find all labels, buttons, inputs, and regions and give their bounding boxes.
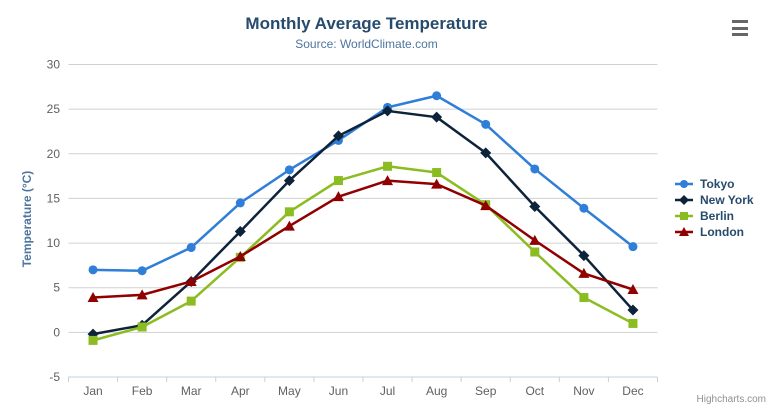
marker-square xyxy=(383,161,393,171)
marker-square xyxy=(432,168,442,178)
marker-square xyxy=(186,296,196,306)
marker-diamond xyxy=(480,147,492,159)
y-axis-label: 0 xyxy=(53,325,60,339)
marker-circle xyxy=(579,203,589,213)
marker-triangle xyxy=(529,234,541,245)
chart-subtitle: Source: WorldClimate.com xyxy=(295,37,438,51)
marker-diamond xyxy=(234,225,246,237)
x-axis-label: May xyxy=(278,384,301,398)
marker-square xyxy=(284,207,294,217)
x-axis-label: Sep xyxy=(475,384,497,398)
legend-label: London xyxy=(700,225,744,239)
marker-diamond xyxy=(529,200,541,212)
marker-circle xyxy=(88,265,98,275)
x-axis-label: Apr xyxy=(231,384,250,398)
marker-triangle xyxy=(234,250,246,261)
x-axis-label: Oct xyxy=(525,384,544,398)
marker-square xyxy=(530,247,540,257)
marker-circle xyxy=(481,119,491,129)
legend-symbol xyxy=(675,195,693,205)
legend-symbol xyxy=(675,212,693,220)
hamburger-icon xyxy=(732,33,748,36)
marker-circle xyxy=(628,242,638,252)
marker-circle xyxy=(284,165,294,175)
legend: Tokyo New York Berlin London xyxy=(675,176,754,240)
highcharts-credits-link[interactable]: Highcharts.com xyxy=(696,394,766,405)
hamburger-icon xyxy=(732,20,748,23)
x-axis-label: Dec xyxy=(622,384,643,398)
marker-triangle xyxy=(480,200,492,211)
y-axis-label: 15 xyxy=(47,191,61,205)
export-menu-button[interactable] xyxy=(730,20,750,36)
marker-diamond xyxy=(679,195,689,205)
marker-diamond xyxy=(283,175,295,187)
legend-item-berlin[interactable]: Berlin xyxy=(675,208,754,224)
y-axis-label: -5 xyxy=(49,370,60,384)
y-axis-label: 10 xyxy=(47,236,61,250)
marker-triangle xyxy=(283,220,295,231)
x-axis-label: Mar xyxy=(181,384,202,398)
marker-square xyxy=(628,318,638,328)
marker-square xyxy=(579,293,589,303)
marker-diamond xyxy=(332,130,344,142)
y-axis-label: 25 xyxy=(47,102,61,116)
legend-symbol xyxy=(675,180,693,188)
legend-symbol xyxy=(675,227,693,236)
marker-diamond xyxy=(382,105,394,117)
y-axis-label: 20 xyxy=(47,147,61,161)
marker-circle xyxy=(186,243,196,253)
marker-diamond xyxy=(578,250,590,262)
x-axis-label: Jun xyxy=(329,384,348,398)
marker-triangle xyxy=(431,178,443,189)
marker-triangle xyxy=(679,227,689,236)
x-axis-label: Aug xyxy=(426,384,447,398)
legend-item-tokyo[interactable]: Tokyo xyxy=(675,176,754,192)
x-axis-label: Nov xyxy=(573,384,594,398)
legend-item-new-york[interactable]: New York xyxy=(675,192,754,208)
marker-circle xyxy=(680,180,688,188)
marker-circle xyxy=(530,164,540,174)
legend-item-london[interactable]: London xyxy=(675,224,754,240)
series-line-tokyo xyxy=(91,94,635,272)
marker-triangle xyxy=(627,284,639,294)
y-axis-label: 30 xyxy=(47,58,61,72)
marker-diamond xyxy=(627,304,639,316)
marker-square xyxy=(680,212,688,220)
marker-triangle xyxy=(332,191,344,202)
x-axis-label: Jul xyxy=(380,384,395,398)
marker-triangle xyxy=(578,267,590,278)
marker-circle xyxy=(432,91,442,101)
marker-triangle xyxy=(382,175,394,186)
chart-title: Monthly Average Temperature xyxy=(245,14,488,33)
x-axis-label: Feb xyxy=(132,384,153,398)
marker-square xyxy=(333,176,343,186)
marker-triangle xyxy=(185,275,197,286)
marker-square xyxy=(137,322,147,332)
series-line-new-york xyxy=(91,109,635,336)
hamburger-icon xyxy=(732,26,748,30)
marker-diamond xyxy=(431,111,443,123)
marker-triangle xyxy=(87,292,99,303)
x-axis-label: Jan xyxy=(83,384,102,398)
marker-circle xyxy=(137,266,147,276)
marker-square xyxy=(88,335,98,345)
series-line-berlin xyxy=(91,165,635,342)
legend-label: New York xyxy=(700,193,754,207)
legend-label: Berlin xyxy=(700,209,735,223)
marker-circle xyxy=(235,198,245,208)
y-axis-label: 5 xyxy=(53,281,60,295)
series-line-london xyxy=(91,179,635,299)
legend-label: Tokyo xyxy=(700,177,735,191)
marker-triangle xyxy=(136,289,148,300)
